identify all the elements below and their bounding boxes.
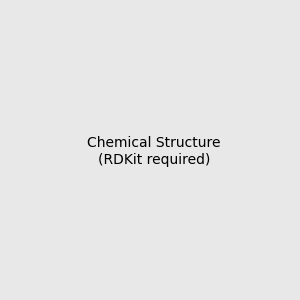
- Text: Chemical Structure
(RDKit required): Chemical Structure (RDKit required): [87, 136, 220, 166]
